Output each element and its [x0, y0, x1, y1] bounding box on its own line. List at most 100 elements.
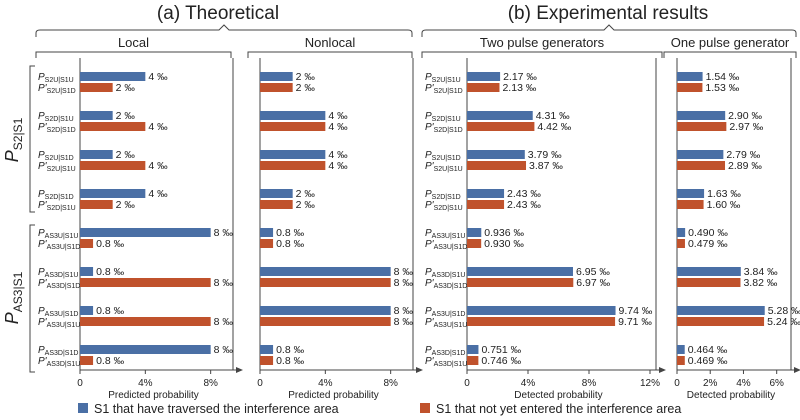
bar-red-value: 4 ‰: [328, 121, 348, 133]
bar-red: [467, 317, 616, 326]
bar-red-value: 6.97 ‰: [576, 277, 610, 289]
bar-red: [260, 83, 293, 92]
bar-blue: [677, 267, 741, 276]
bar-red-value: 0.479 ‰: [688, 238, 728, 250]
row-label-blue: PS2D|S1U: [425, 111, 461, 123]
theoretical-brace: [35, 24, 413, 37]
x-tick-label: 6%: [769, 378, 784, 389]
bar-red: [260, 239, 274, 248]
panel-bracket: [663, 51, 797, 58]
row-label-blue: PS2U|S1D: [425, 150, 461, 162]
row-label-red: P'AS3U|S1U: [38, 317, 80, 329]
as3-group-label: PAS3|S1: [2, 271, 25, 324]
x-axis-label: Predicted probability: [108, 390, 199, 401]
bar-red-value: 4 ‰: [148, 121, 168, 133]
row-label-blue: PS2D|S1D: [38, 189, 74, 201]
bar-red-value: 8 ‰: [214, 277, 234, 289]
bar-blue: [677, 150, 724, 159]
bar-red-value: 8 ‰: [394, 316, 414, 328]
bar-red: [80, 122, 146, 131]
bar-red: [677, 83, 703, 92]
bar-blue-value: 5.28 ‰: [768, 305, 800, 317]
row-label-red: P'AS3U|S1D: [425, 239, 467, 251]
s2-group-bracket: [29, 65, 35, 213]
bar-red: [467, 83, 500, 92]
panel-title: Nonlocal: [305, 35, 356, 50]
row-label-blue: PS2U|S1U: [425, 72, 461, 84]
bar-red: [80, 200, 113, 209]
bar-blue: [80, 267, 94, 276]
bar-blue: [677, 228, 686, 237]
bar-red: [467, 200, 505, 209]
bar-blue-value: 9.74 ‰: [619, 305, 653, 317]
bar-blue: [260, 72, 293, 81]
row-label-red: P'S2D|S1U: [38, 200, 76, 212]
bar-blue: [80, 72, 146, 81]
x-axis-label: Detected probability: [687, 390, 775, 401]
bar-red-value: 3.82 ‰: [743, 277, 777, 289]
bar-red-value: 1.53 ‰: [705, 82, 739, 94]
row-label-blue: PS2D|S1U: [38, 111, 74, 123]
bar-blue-value: 3.79 ‰: [528, 149, 562, 161]
bar-blue: [80, 150, 113, 159]
bar-red: [260, 278, 391, 287]
bar-blue: [677, 111, 726, 120]
x-axis-arrow: [659, 367, 666, 373]
row-label-red: P'AS3D|S1U: [38, 356, 80, 368]
panel-one_pulse: One pulse generator 0 2% 4% 6%Detected proba…: [663, 35, 800, 401]
row-label-red: P'S2U|S1U: [38, 161, 76, 173]
bar-blue-value: 0.8 ‰: [96, 305, 125, 317]
x-axis-label: Predicted probability: [288, 390, 379, 401]
experimental-brace: [421, 24, 797, 37]
bar-blue: [467, 150, 525, 159]
bar-red: [677, 278, 741, 287]
bar-red-value: 2 ‰: [296, 82, 316, 94]
bar-red-value: 2 ‰: [116, 82, 136, 94]
bar-blue-value: 6.95 ‰: [576, 266, 610, 278]
bar-blue-value: 8 ‰: [394, 266, 414, 278]
bar-blue-value: 8 ‰: [214, 344, 234, 356]
bar-blue-value: 1.63 ‰: [707, 188, 741, 200]
x-tick-label: 4%: [318, 378, 333, 389]
bar-red-value: 4.42 ‰: [537, 121, 571, 133]
bar-blue: [80, 228, 211, 237]
bar-red: [677, 356, 685, 365]
bar-red-value: 2.89 ‰: [728, 160, 762, 172]
bar-blue: [260, 345, 274, 354]
row-label-red: P'AS3U|S1D: [38, 239, 80, 251]
bar-blue: [467, 189, 505, 198]
row-label-red: P'S2U|S1D: [38, 83, 76, 95]
bar-red: [260, 356, 274, 365]
x-tick-label: 12%: [640, 378, 660, 389]
bar-blue-value: 8 ‰: [394, 305, 414, 317]
bar-blue: [467, 111, 533, 120]
row-label-red: P'S2U|S1D: [425, 83, 463, 95]
row-label-blue: PAS3U|S1U: [425, 228, 465, 240]
row-label-red: P'AS3D|S1D: [38, 278, 80, 290]
bar-blue: [467, 267, 573, 276]
bar-blue-value: 8 ‰: [214, 227, 234, 239]
bar-blue-value: 2.79 ‰: [726, 149, 760, 161]
bar-red: [260, 317, 391, 326]
x-tick-label: 8%: [383, 378, 398, 389]
bar-red: [467, 122, 535, 131]
bar-blue: [467, 228, 482, 237]
bar-red: [260, 200, 293, 209]
bar-blue-value: 1.54 ‰: [706, 71, 740, 83]
bar-red-value: 0.469 ‰: [688, 355, 728, 367]
bar-blue: [677, 306, 765, 315]
x-tick-label: 4%: [138, 378, 153, 389]
legend: S1 that have traversed the interference …: [78, 402, 681, 416]
legend-swatch-red: [420, 403, 430, 413]
bar-blue-value: 2 ‰: [296, 71, 316, 83]
bar-blue: [80, 189, 146, 198]
legend-swatch-blue: [78, 403, 88, 413]
bar-red: [677, 239, 685, 248]
bar-red-value: 9.71 ‰: [618, 316, 652, 328]
row-label-red: P'S2U|S1U: [425, 161, 463, 173]
bar-red-value: 8 ‰: [214, 316, 234, 328]
row-label-blue: PS2D|S1D: [425, 189, 461, 201]
panel-two_pulse: Two pulse generators 0 4% 8% 12% Detected pro…: [421, 35, 666, 401]
row-label-red: P'AS3U|S1U: [425, 317, 467, 329]
bar-blue-value: 0.464 ‰: [688, 344, 728, 356]
